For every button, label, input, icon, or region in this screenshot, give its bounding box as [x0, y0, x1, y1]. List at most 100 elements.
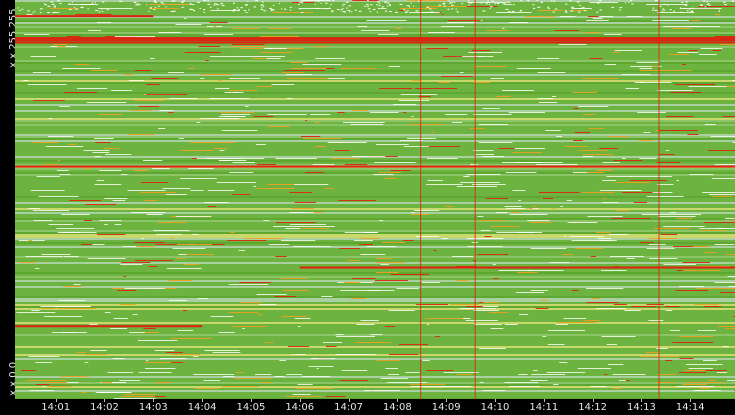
heatmap-cell — [630, 176, 672, 177]
heatmap-cell — [197, 298, 209, 299]
heatmap-cell — [106, 9, 109, 11]
heatmap-cell — [66, 382, 79, 383]
heatmap-cell — [531, 208, 539, 209]
heatmap-cell — [614, 182, 651, 183]
heatmap-cell — [145, 362, 183, 363]
heatmap-cell — [337, 282, 343, 283]
heatmap-cell — [348, 5, 351, 7]
heatmap-cell — [90, 350, 107, 351]
heatmap-cell — [688, 50, 698, 51]
highlighted-row — [15, 39, 735, 42]
heatmap-cell — [47, 136, 74, 137]
heatmap-cell — [154, 350, 175, 351]
heatmap-cell — [186, 254, 202, 255]
heatmap-cell — [393, 104, 417, 105]
heatmap-cell — [54, 5, 56, 7]
heatmap-cell — [560, 16, 576, 17]
heatmap-cell — [172, 10, 176, 12]
heatmap-cell — [520, 0, 523, 2]
heatmap-cell — [221, 386, 259, 387]
heatmap-cell — [556, 136, 563, 137]
heatmap-cell — [587, 216, 623, 217]
heatmap-cell — [203, 8, 206, 10]
heatmap-cell — [666, 116, 694, 117]
heatmap-cell — [694, 304, 719, 305]
heatmap-cell — [261, 7, 263, 9]
heatmap-row — [15, 126, 735, 128]
heatmap-cell — [340, 290, 380, 291]
heatmap-cell — [128, 80, 144, 81]
heatmap-cell — [437, 386, 472, 387]
heatmap-row — [15, 164, 735, 166]
heatmap-cell — [535, 308, 549, 309]
plot-area[interactable] — [15, 0, 735, 399]
heatmap-row — [15, 132, 735, 134]
heatmap-cell — [486, 198, 508, 199]
heatmap-cell — [281, 316, 308, 317]
heatmap-row — [15, 208, 735, 210]
heatmap-cell — [267, 114, 307, 115]
heatmap-cell — [245, 11, 248, 13]
heatmap-cell — [448, 20, 481, 21]
heatmap-cell — [504, 382, 539, 383]
heatmap-cell — [272, 12, 314, 13]
heatmap-row — [15, 66, 735, 68]
heatmap-cell — [23, 34, 50, 35]
heatmap-cell — [228, 284, 269, 285]
heatmap-row — [15, 392, 735, 394]
heatmap-row — [15, 58, 735, 60]
heatmap-row — [15, 380, 735, 382]
heatmap-cell — [293, 246, 331, 247]
heatmap-cell — [426, 324, 429, 325]
heatmap-row — [15, 22, 735, 24]
heatmap-row — [15, 106, 735, 108]
heatmap-cell — [190, 9, 194, 11]
heatmap-cell — [98, 11, 101, 13]
heatmap-cell — [505, 172, 537, 173]
heatmap-cell — [547, 6, 550, 8]
heatmap-cell — [275, 158, 317, 159]
heatmap-cell — [708, 380, 716, 381]
highlighted-row — [15, 41, 735, 44]
heatmap-cell — [212, 352, 241, 353]
heatmap-cell — [524, 162, 563, 163]
heatmap-cell — [44, 316, 83, 317]
heatmap-cell — [658, 154, 675, 155]
heatmap-cell — [236, 372, 244, 373]
heatmap-cell — [613, 388, 622, 389]
heatmap-row — [15, 24, 735, 26]
heatmap-cell — [276, 222, 316, 223]
heatmap-cell — [170, 338, 212, 339]
heatmap-cell — [340, 68, 377, 69]
x-tick-label: 14:03 — [138, 402, 168, 413]
heatmap-cell — [222, 374, 235, 375]
heatmap-cell — [312, 164, 335, 165]
heatmap-cell — [572, 222, 576, 223]
heatmap-cell — [488, 3, 491, 5]
heatmap-cell — [619, 380, 626, 381]
heatmap-cell — [239, 282, 272, 283]
heatmap-cell — [410, 2, 412, 4]
heatmap-cell — [298, 8, 302, 10]
heatmap-row — [15, 70, 735, 72]
heatmap-cell — [44, 3, 46, 5]
heatmap-cell — [532, 4, 535, 6]
heatmap-cell — [590, 256, 596, 257]
heatmap-cell — [260, 36, 300, 37]
heatmap-cell — [84, 220, 92, 221]
heatmap-cell — [236, 7, 239, 9]
heatmap-cell — [648, 244, 666, 245]
heatmap-cell — [480, 2, 483, 4]
heatmap-cell — [597, 2, 600, 4]
heatmap-cell — [395, 11, 398, 13]
heatmap-cell — [482, 156, 505, 157]
heatmap-cell — [289, 6, 292, 8]
heatmap-cell — [204, 350, 240, 351]
heatmap-cell — [232, 10, 235, 12]
heatmap-row — [15, 324, 735, 326]
heatmap-cell — [725, 218, 735, 219]
heatmap-row — [15, 34, 735, 36]
heatmap-row — [15, 52, 735, 54]
heatmap-cell — [699, 228, 735, 229]
heatmap-cell — [45, 146, 84, 147]
